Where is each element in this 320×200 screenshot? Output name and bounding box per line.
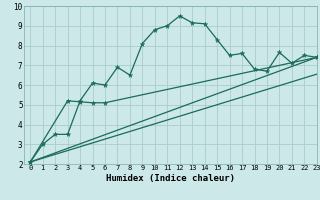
X-axis label: Humidex (Indice chaleur): Humidex (Indice chaleur): [106, 174, 235, 183]
